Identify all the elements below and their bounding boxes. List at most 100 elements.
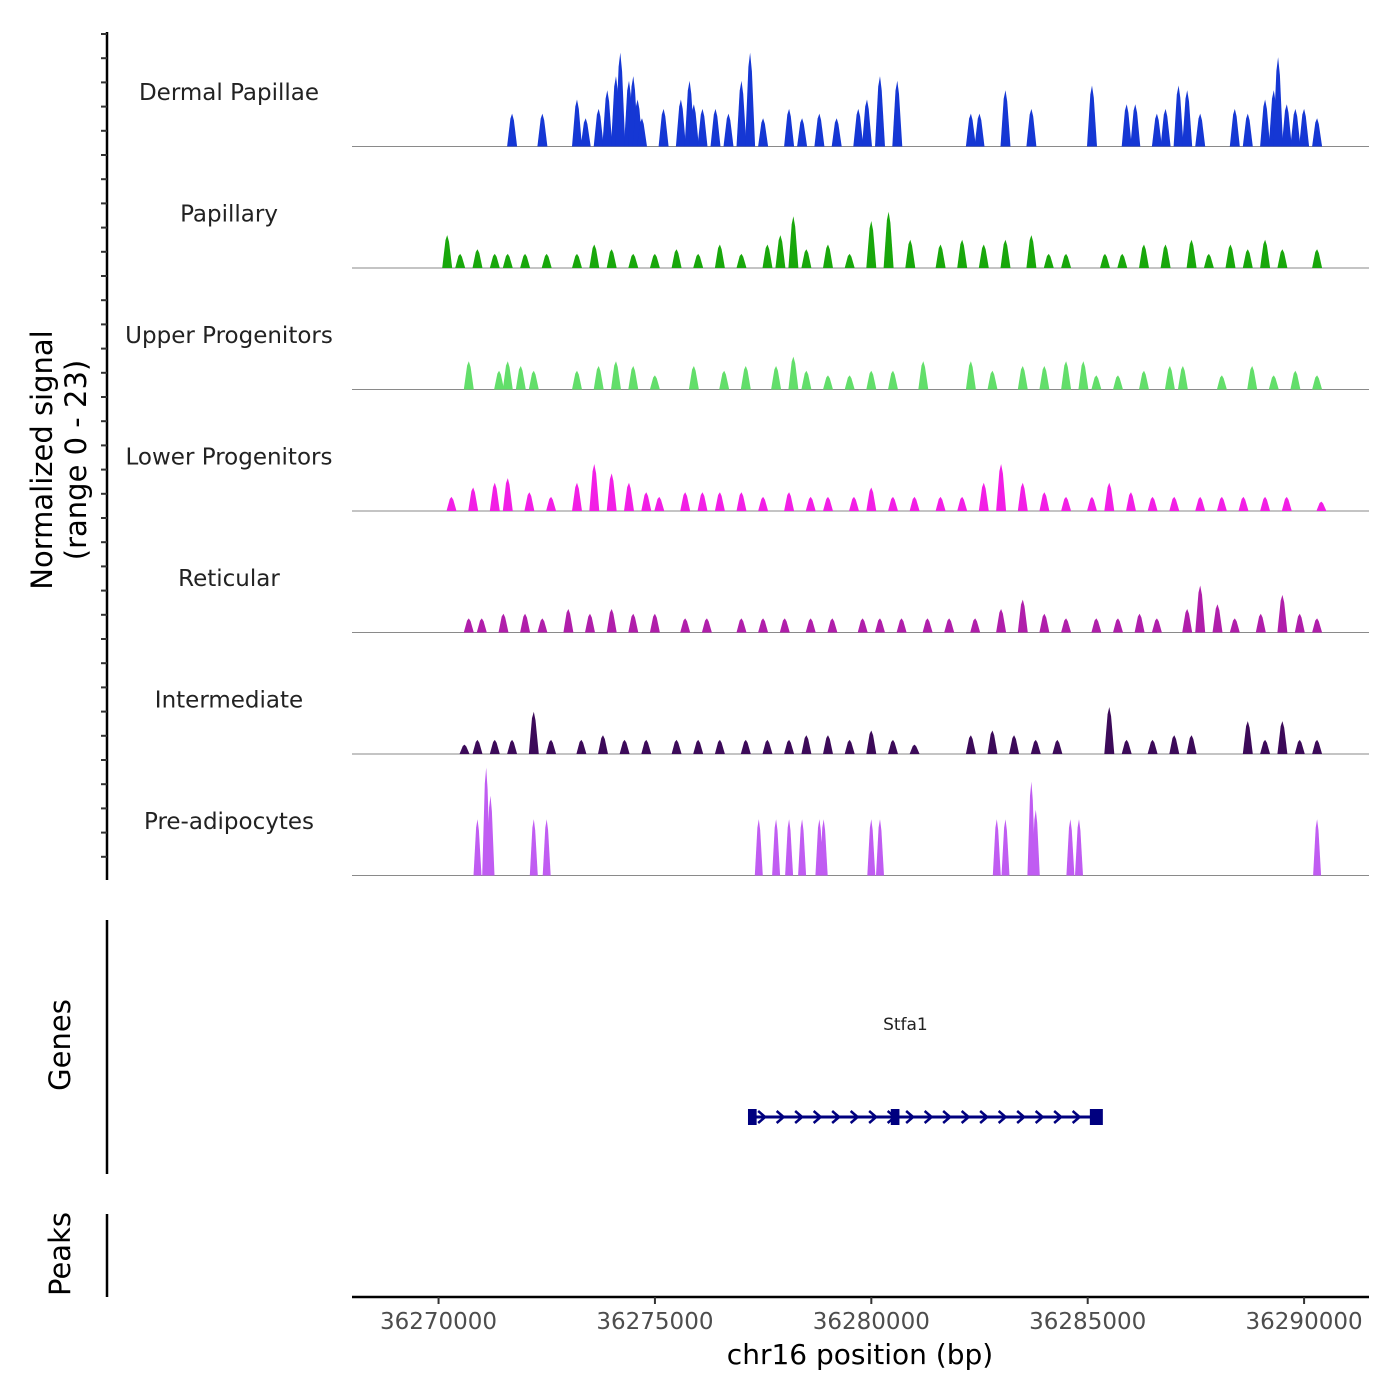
strand-arrow xyxy=(1071,1110,1082,1124)
strand-arrow xyxy=(997,1110,1008,1124)
signal-peak xyxy=(965,113,976,147)
signal-peak xyxy=(1238,496,1249,511)
signal-peak xyxy=(1268,375,1279,390)
signal-peak xyxy=(1061,253,1072,268)
gene-stfa1: Stfa1 xyxy=(747,1015,1103,1125)
signal-peak xyxy=(1121,739,1132,754)
signal-peak xyxy=(572,253,582,268)
signal-peak xyxy=(1030,739,1041,754)
signal-peak xyxy=(489,739,500,754)
signal-peak xyxy=(1255,613,1266,633)
signal-peak xyxy=(957,239,968,268)
signal-peak xyxy=(740,739,751,754)
signal-peak xyxy=(819,819,828,876)
signal-peak xyxy=(1104,707,1115,754)
track-dermal-papillae: Dermal Papillae xyxy=(139,52,1369,147)
track-label: Pre-adipocytes xyxy=(144,809,314,835)
signal-peak xyxy=(801,249,812,268)
signal-peak xyxy=(580,118,591,147)
signal-peak xyxy=(641,739,652,754)
signal-peak xyxy=(468,487,479,511)
peaks-axis-title: Peaks xyxy=(43,1212,77,1296)
signal-peak xyxy=(714,492,725,511)
signal-peak xyxy=(965,735,976,754)
signal-peak xyxy=(772,819,781,876)
signal-peak xyxy=(572,482,582,511)
signal-peak xyxy=(978,482,989,511)
signal-peak xyxy=(606,609,617,633)
signal-peak xyxy=(1186,239,1197,268)
signal-peak xyxy=(463,618,474,633)
signal-peak xyxy=(844,253,855,268)
track-label: Papillary xyxy=(180,202,278,228)
signal-peak xyxy=(1242,113,1253,147)
signal-peak xyxy=(1169,496,1180,511)
signal-peak xyxy=(1100,253,1110,268)
signal-peak xyxy=(740,366,751,390)
signal-peak xyxy=(1147,496,1158,511)
signal-peak xyxy=(762,244,773,268)
signal-peak xyxy=(1186,735,1197,754)
signal-peak xyxy=(996,464,1007,511)
signal-peak xyxy=(637,118,647,147)
signal-peak xyxy=(542,819,551,876)
signal-peak xyxy=(1216,375,1227,390)
signal-peak xyxy=(883,211,894,268)
signal-peak xyxy=(1027,781,1036,876)
signal-peak xyxy=(641,492,652,511)
signal-peak xyxy=(1160,244,1171,268)
signal-peak xyxy=(680,618,691,633)
signal-peak xyxy=(814,113,825,147)
signal-peak xyxy=(507,113,518,147)
signal-peak xyxy=(502,361,513,390)
genes-axis-title: Genes xyxy=(43,999,77,1091)
signal-peak xyxy=(918,361,929,390)
signal-peak xyxy=(1312,249,1323,268)
exon xyxy=(1089,1109,1103,1125)
strand-arrow xyxy=(1034,1110,1045,1124)
signal-peak xyxy=(992,819,1001,876)
signal-peak xyxy=(1277,594,1288,633)
signal-peak xyxy=(844,739,855,754)
signal-peak xyxy=(1277,721,1288,754)
signal-peak xyxy=(876,819,884,876)
signal-peak xyxy=(788,356,799,390)
signal-peak xyxy=(714,244,725,268)
signal-peak xyxy=(442,235,453,268)
signal-peak xyxy=(866,221,877,268)
signal-peak xyxy=(978,244,989,268)
signal-peak xyxy=(909,496,920,511)
track-lower-progenitors: Lower Progenitors xyxy=(126,445,1369,512)
signal-peak xyxy=(892,80,903,147)
signal-peak xyxy=(572,99,582,147)
signal-peak xyxy=(624,482,634,511)
signal-peak xyxy=(1312,375,1323,390)
signal-peak xyxy=(1151,618,1162,633)
signal-peak xyxy=(546,496,557,511)
signal-peak xyxy=(528,370,539,390)
signal-peak xyxy=(1242,249,1253,268)
signal-peak xyxy=(1273,57,1284,147)
signal-peak xyxy=(515,366,526,390)
signal-peak xyxy=(866,487,877,511)
signal-peak xyxy=(805,496,816,511)
signal-peak xyxy=(589,464,600,511)
signal-peak xyxy=(619,739,630,754)
signal-peak xyxy=(970,618,981,633)
signal-peak xyxy=(593,366,604,390)
signal-peak xyxy=(823,735,833,754)
signal-peak xyxy=(606,473,617,511)
signal-peak xyxy=(1000,90,1011,147)
signal-peak xyxy=(593,108,604,147)
signal-peak xyxy=(1104,482,1115,511)
signal-peak xyxy=(1061,618,1072,633)
signal-peak xyxy=(606,249,617,268)
track-papillary: Papillary xyxy=(180,202,1369,269)
axes-layer: 36270000 36275000 36280000 36285000 36290000 xyxy=(101,32,1369,1335)
signal-peak xyxy=(520,253,531,268)
signal-peak xyxy=(779,618,790,633)
signal-peak xyxy=(693,739,704,754)
track-label: Upper Progenitors xyxy=(125,323,333,349)
signal-peak xyxy=(758,618,769,633)
